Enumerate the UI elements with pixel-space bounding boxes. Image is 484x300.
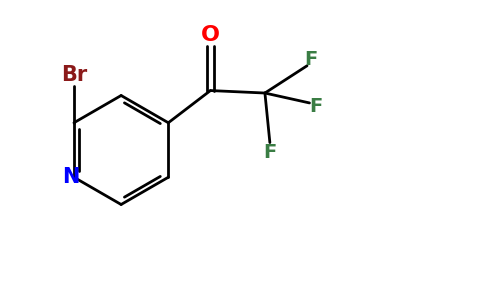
Text: F: F bbox=[309, 98, 322, 116]
Text: F: F bbox=[263, 143, 276, 162]
Text: N: N bbox=[62, 167, 79, 187]
Text: O: O bbox=[201, 25, 220, 45]
Text: Br: Br bbox=[61, 65, 87, 85]
Text: F: F bbox=[304, 50, 318, 69]
